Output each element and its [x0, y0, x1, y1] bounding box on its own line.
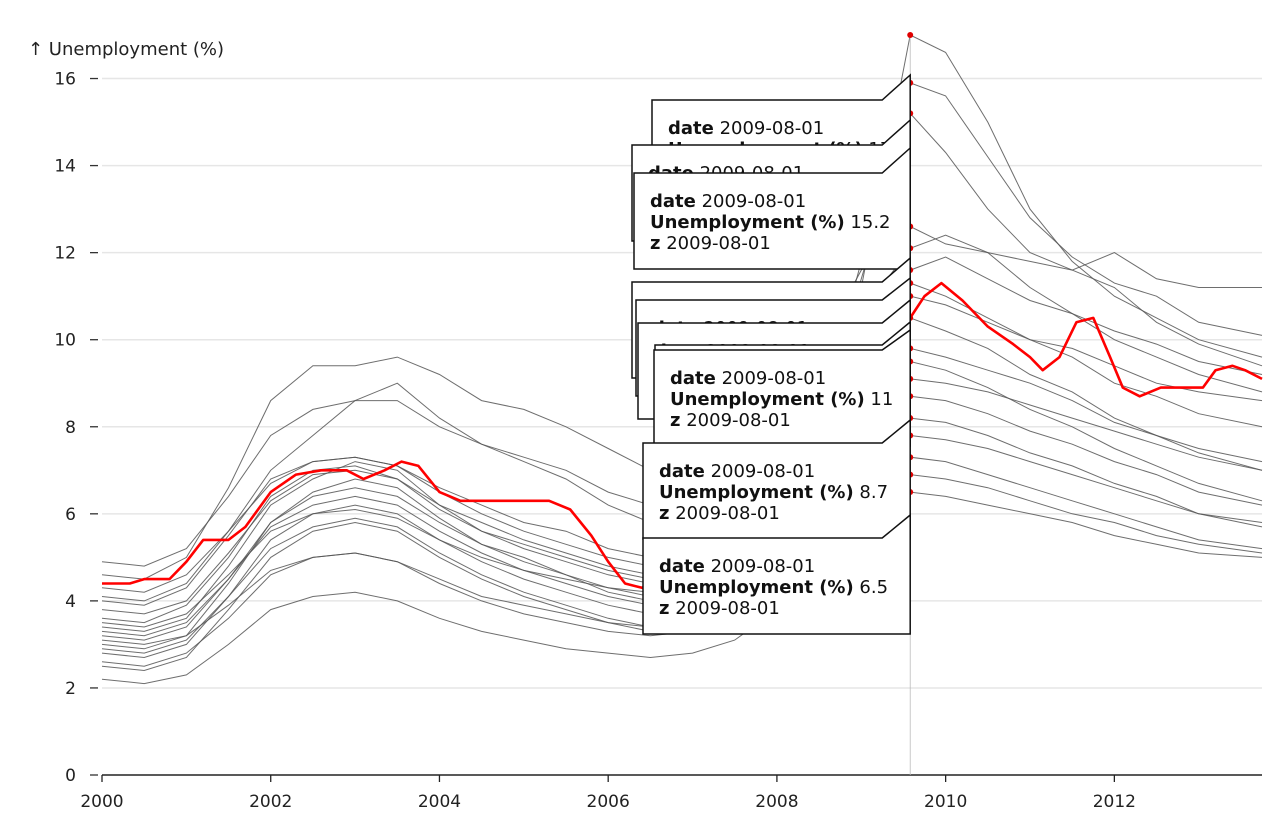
tooltip-value: 2009-08-01 [669, 503, 779, 524]
tooltip-value: 2009-08-01 [680, 410, 790, 431]
tooltip-box [633, 146, 911, 270]
tooltip-row: Unemployment (%) 6.5 [659, 577, 888, 598]
y-tick-label: 2 [65, 679, 76, 699]
tooltip-box [642, 418, 911, 540]
x-tick-label: 2002 [249, 792, 292, 812]
tooltip-row: date 2009-08-01 [650, 191, 806, 212]
tooltip-row: date 2009-08-01 [659, 556, 815, 577]
tooltip-row: Unemployment (%) 11 [670, 389, 893, 410]
tooltip-row: z 2009-08-01 [659, 598, 780, 619]
y-tick-label: 12 [54, 244, 76, 264]
tooltip-box [642, 513, 911, 635]
tooltip-key: date [650, 191, 696, 212]
y-axis-title: ↑ Unemployment (%) [28, 39, 224, 60]
tooltip-key: date [668, 118, 714, 139]
x-tick-label: 2004 [418, 792, 461, 812]
tooltip-key: Unemployment (%) [659, 482, 854, 503]
tooltip-value: 11 [865, 389, 894, 410]
axes: ↑ Unemployment (%) 0 2 4 6 8 10 12 14 16 2000 2002… [28, 39, 1262, 812]
x-tick-label: 2000 [80, 792, 123, 812]
tooltip-key: Unemployment (%) [670, 389, 865, 410]
x-tick-label: 2012 [1093, 792, 1136, 812]
tooltip-box [653, 328, 911, 447]
tooltip-value: 6.5 [854, 577, 888, 598]
y-tick-label: 6 [65, 505, 76, 525]
tooltip-row: z 2009-08-01 [650, 233, 771, 254]
tooltip-key: date [659, 556, 705, 577]
tooltip-key: z [659, 503, 669, 524]
series-line-s18[interactable] [101, 491, 1263, 685]
tooltip-value: 2009-08-01 [696, 191, 806, 212]
tooltip-row: Unemployment (%) 15.2 [650, 212, 891, 233]
x-tick-label: 2010 [924, 792, 967, 812]
tooltip-key: date [659, 461, 705, 482]
tooltip-key: Unemployment (%) [659, 577, 854, 598]
tooltip-row: date 2009-08-01 [659, 461, 815, 482]
tooltip-value: 2009-08-01 [705, 556, 815, 577]
tooltip-row: date 2009-08-01 [670, 368, 826, 389]
x-tick-label: 2006 [587, 792, 630, 812]
tooltip-value: 2009-08-01 [705, 461, 815, 482]
tooltip-value: 2009-08-01 [669, 598, 779, 619]
tooltip-key: z [659, 598, 669, 619]
tooltip-value: 15.2 [845, 212, 891, 233]
tooltip-key: z [650, 233, 660, 254]
hover-point [907, 32, 914, 38]
tooltip-value: 2009-08-01 [714, 118, 824, 139]
tooltip-row: z 2009-08-01 [670, 410, 791, 431]
tooltip-value: 2009-08-01 [660, 233, 770, 254]
tooltip-key: z [670, 410, 680, 431]
y-tick-label: 16 [54, 70, 76, 90]
y-tick-label: 4 [65, 592, 76, 612]
x-tick-label: 2008 [755, 792, 798, 812]
tooltip-value: 2009-08-01 [716, 368, 826, 389]
y-tick-label: 0 [65, 766, 76, 786]
y-tick-label: 10 [54, 331, 76, 351]
tooltip-value: 8.7 [854, 482, 888, 503]
y-tick-label: 8 [65, 418, 76, 438]
tooltip-key: Unemployment (%) [650, 212, 845, 233]
tooltip-key: date [670, 368, 716, 389]
tooltip-row: Unemployment (%) 8.7 [659, 482, 888, 503]
tooltip-row: date 2009-08-01 [668, 118, 824, 139]
tooltip-row: z 2009-08-01 [659, 503, 780, 524]
y-tick-label: 14 [54, 157, 76, 177]
